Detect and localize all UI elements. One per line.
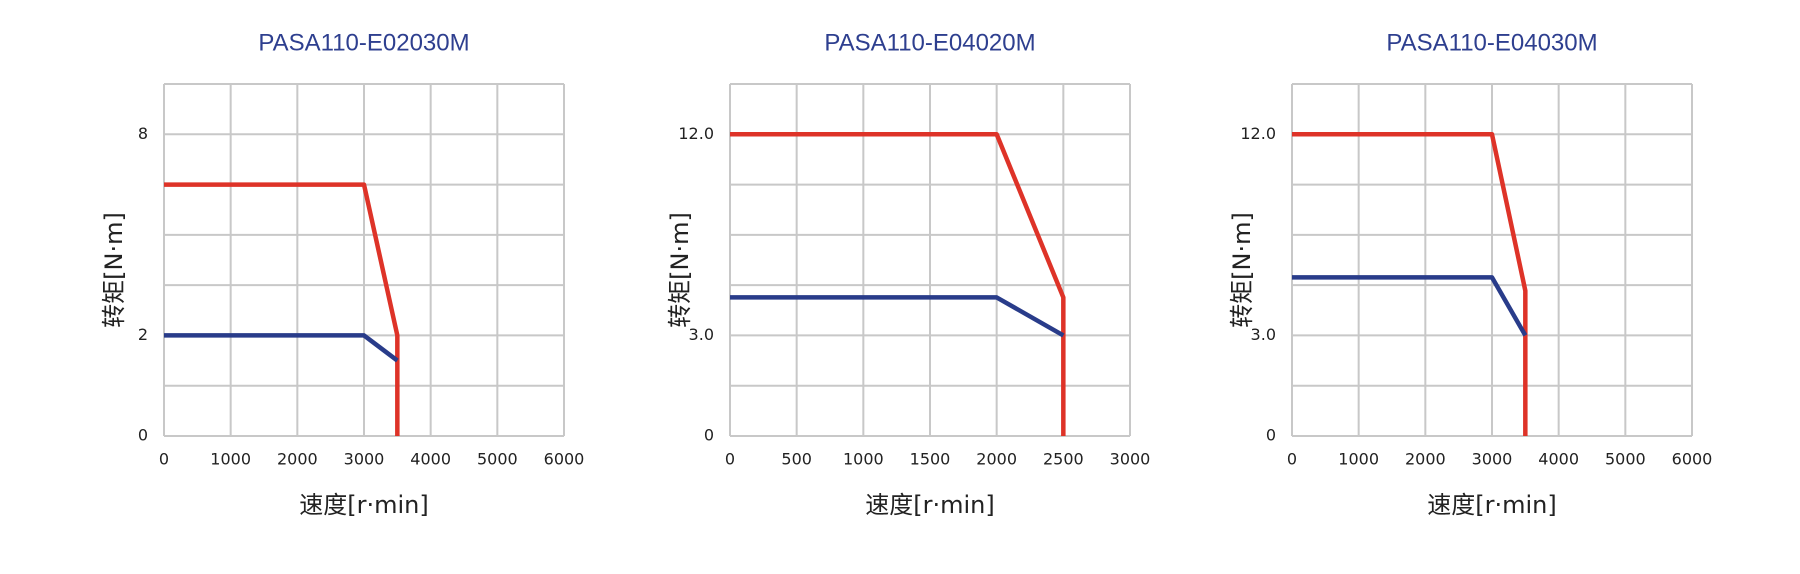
x-tick-label: 2500 <box>1043 450 1084 469</box>
y-axis-label: 转矩[N·m] <box>666 212 694 328</box>
x-tick-label: 4000 <box>410 450 451 469</box>
x-tick-label: 1000 <box>210 450 251 469</box>
y-tick-label: 0 <box>138 426 148 445</box>
series-line <box>1292 275 1528 337</box>
y-axis-label: 转矩[N·m] <box>1228 212 1256 328</box>
chart-title: PASA110-E02030M <box>258 29 469 56</box>
x-tick-label: 2000 <box>277 450 318 469</box>
chart-title: PASA110-E04030M <box>1386 29 1597 56</box>
series-line <box>730 132 1066 436</box>
x-tick-label: 0 <box>1287 450 1297 469</box>
x-tick-label: 3000 <box>344 450 385 469</box>
x-tick-label: 5000 <box>477 450 518 469</box>
chart-title: PASA110-E04020M <box>824 29 1035 56</box>
x-tick-label: 3000 <box>1110 450 1151 469</box>
y-axis-label: 转矩[N·m] <box>100 212 128 328</box>
x-axis-label: 速度[r·min] <box>865 491 994 519</box>
series-line <box>730 295 1065 338</box>
x-tick-label: 2000 <box>1405 450 1446 469</box>
x-tick-label: 1000 <box>1338 450 1379 469</box>
x-tick-label: 500 <box>781 450 812 469</box>
x-tick-label: 6000 <box>544 450 585 469</box>
y-tick-label: 12.0 <box>1240 124 1276 143</box>
x-tick-label: 3000 <box>1472 450 1513 469</box>
x-tick-label: 1500 <box>910 450 951 469</box>
x-tick-label: 1000 <box>843 450 884 469</box>
y-tick-label: 3.0 <box>689 325 714 344</box>
x-tick-label: 6000 <box>1672 450 1713 469</box>
x-tick-label: 4000 <box>1538 450 1579 469</box>
series-line <box>164 333 399 363</box>
x-tick-label: 5000 <box>1605 450 1646 469</box>
x-tick-label: 0 <box>725 450 735 469</box>
x-tick-label: 0 <box>159 450 169 469</box>
x-axis-label: 速度[r·min] <box>299 491 428 519</box>
series-line <box>164 182 400 436</box>
y-tick-label: 3.0 <box>1251 325 1276 344</box>
y-tick-label: 12.0 <box>678 124 714 143</box>
series-line <box>1292 132 1528 436</box>
y-tick-label: 0 <box>1266 426 1276 445</box>
x-tick-label: 2000 <box>976 450 1017 469</box>
y-tick-label: 8 <box>138 124 148 143</box>
y-tick-label: 0 <box>704 426 714 445</box>
y-tick-label: 2 <box>138 325 148 344</box>
x-axis-label: 速度[r·min] <box>1427 491 1556 519</box>
